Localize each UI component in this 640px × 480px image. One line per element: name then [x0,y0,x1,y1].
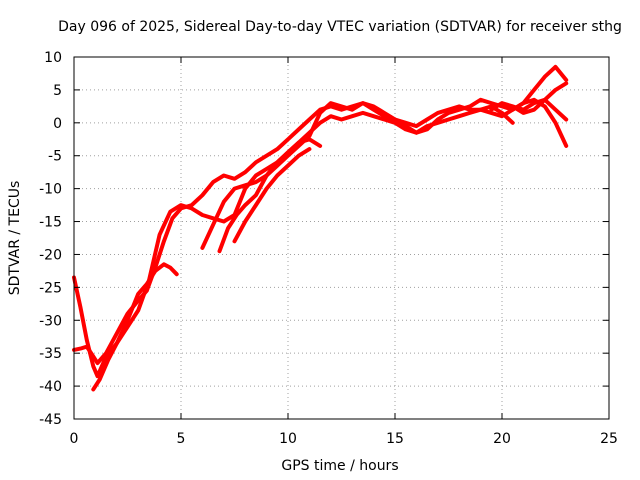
x-axis-label: GPS time / hours [281,458,398,474]
x-tick-label: 20 [493,431,511,447]
y-tick-labels: -45 -40 -35 -30 -25 -20 -15 -10 -5 0 5 10 [39,50,62,428]
y-tick-label: -25 [39,280,62,296]
chart-title: Day 096 of 2025, Sidereal Day-to-day VTE… [58,19,622,35]
x-tick-label: 10 [279,431,297,447]
y-tick-label: -5 [48,149,62,165]
y-tick-label: -30 [39,313,62,329]
y-tick-label: 10 [44,50,62,66]
x-tick-label: 0 [70,431,79,447]
series-lines [72,64,569,392]
y-tick-label: 5 [53,83,62,99]
plot-frame [73,56,610,420]
series-line-track-e [217,137,323,254]
x-tick-labels: 0 5 10 15 20 25 [70,431,618,447]
y-axis-label: SDTVAR / TECUs [7,181,23,296]
axis-ticks [73,56,610,420]
x-tick-label: 15 [386,431,404,447]
y-tick-label: 0 [53,116,62,132]
y-tick-label: -40 [39,379,62,395]
y-tick-label: -35 [39,346,62,362]
y-tick-label: -20 [39,247,62,263]
series-line-track-f [232,147,312,244]
y-tick-label: -15 [39,215,62,231]
x-tick-label: 5 [177,431,186,447]
series-line-track-g [489,81,569,115]
y-tick-label: -45 [39,412,62,428]
x-tick-label: 25 [600,431,618,447]
series-line-track-b [72,262,179,379]
y-tick-label: -10 [39,182,62,198]
series-line-track-d [200,97,569,250]
series-line-track-c [91,104,515,392]
series-line-track-h [510,97,569,122]
